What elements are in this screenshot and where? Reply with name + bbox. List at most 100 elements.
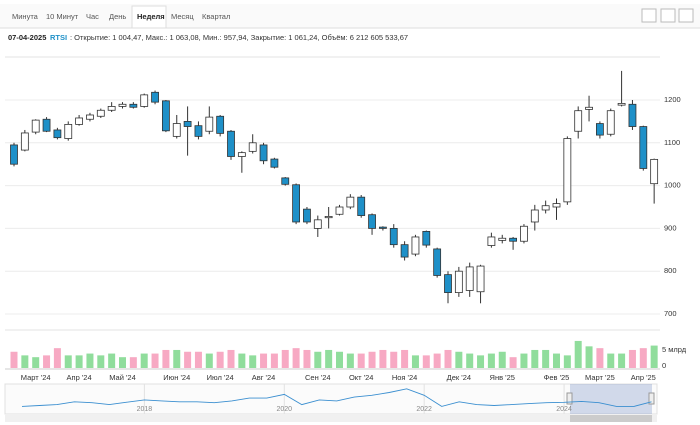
nav-tick-label: 2018	[137, 406, 153, 413]
volume-bar	[53, 348, 61, 368]
volume-bar	[64, 355, 72, 368]
x-tick-label: Дек '24	[447, 373, 471, 382]
candle-body	[303, 208, 311, 223]
candle-body	[520, 225, 528, 242]
scrollbar[interactable]	[5, 415, 657, 422]
y-tick-label: 900	[664, 223, 677, 232]
nav-tick-label: 2020	[276, 406, 292, 413]
volume-bar	[390, 351, 398, 368]
volume-bar	[270, 353, 278, 368]
candle-body	[86, 114, 94, 120]
candle-body	[324, 216, 333, 219]
candle-body	[530, 209, 539, 223]
candle-body	[476, 265, 485, 293]
candle-body	[639, 126, 648, 169]
candle-body	[183, 121, 192, 127]
info-date: 07-04-2025	[8, 33, 46, 42]
x-tick-label: Авг '24	[252, 373, 276, 382]
volume-bar	[303, 349, 311, 368]
navigator-selection[interactable]	[570, 384, 652, 414]
tab[interactable]: День	[109, 12, 126, 21]
y-tick-label: 5 млрд	[662, 345, 687, 354]
candle-body	[237, 152, 246, 157]
navigator	[4, 383, 658, 415]
x-tick-label: Апр '24	[67, 373, 92, 382]
candle-body	[368, 214, 376, 229]
volume-bar	[151, 353, 159, 368]
x-tick-label: Окт '24	[349, 373, 374, 382]
active-tab[interactable]	[131, 5, 167, 29]
nav-tick-label: 2022	[416, 406, 432, 413]
navigator-handle[interactable]	[566, 392, 573, 405]
x-tick-label: Сен '24	[305, 373, 331, 382]
candle-body	[389, 227, 398, 246]
tab[interactable]: 10 Минут	[46, 12, 79, 21]
volume-bar	[628, 349, 636, 368]
candle-body	[107, 106, 116, 111]
candle-body	[574, 110, 583, 132]
candle-body	[357, 196, 366, 216]
volume-bar	[249, 355, 257, 368]
y-tick-label: 0	[662, 361, 666, 370]
volume-bar	[194, 351, 202, 368]
tab[interactable]: Квартал	[202, 12, 230, 21]
candle-body	[552, 203, 561, 208]
candle-body	[465, 266, 474, 291]
volume-bar	[422, 355, 430, 368]
volume-bar	[325, 349, 333, 368]
volume-bar	[32, 357, 40, 368]
volume-bar	[618, 353, 626, 368]
candle-body	[10, 144, 18, 165]
volume-bar	[520, 353, 528, 368]
candle-body	[585, 106, 593, 110]
icon[interactable]	[660, 8, 676, 23]
candle-body	[650, 158, 659, 185]
scrollbar-thumb[interactable]	[570, 415, 652, 422]
candle-body	[20, 132, 29, 151]
nav-tick-label: 2024	[556, 406, 572, 413]
candle-body	[227, 130, 235, 157]
volume-bar	[509, 357, 517, 368]
candle-body	[487, 236, 496, 246]
x-tick-label: Июн '24	[163, 373, 190, 382]
volume-bar	[607, 353, 615, 368]
volume-bar	[477, 355, 485, 368]
tab[interactable]: Час	[86, 12, 99, 21]
candle-body	[42, 118, 51, 132]
candle-body	[129, 103, 138, 108]
candle-body	[617, 103, 626, 106]
candle-body	[541, 205, 550, 211]
candle-body	[433, 248, 442, 276]
volume-bar	[444, 349, 452, 368]
candle-body	[161, 100, 170, 132]
tab[interactable]: Минута	[12, 12, 39, 21]
candle-body	[498, 237, 507, 241]
volume-bar	[585, 346, 593, 368]
navigator-handle[interactable]	[648, 392, 655, 405]
candle-body	[411, 236, 420, 255]
candle-body	[118, 103, 127, 107]
volume-bar	[542, 349, 550, 368]
candle-body	[378, 226, 387, 229]
candle-body	[596, 123, 604, 136]
volume-bar	[411, 355, 419, 368]
candle-body	[31, 119, 40, 133]
candle-body	[75, 117, 83, 125]
toolbar-icons	[641, 8, 694, 23]
candle-body	[628, 103, 637, 127]
candle-body	[53, 129, 62, 139]
volume-bar	[596, 348, 604, 368]
candle-body	[194, 125, 203, 137]
candle-body	[205, 116, 214, 132]
candle-body	[64, 123, 73, 139]
info-text: : Открытие: 1 004,47, Макс.: 1 063,08, М…	[70, 33, 408, 42]
volume-bar	[281, 349, 289, 368]
candle-body	[454, 270, 463, 294]
icon[interactable]	[678, 8, 694, 23]
volume-bar	[498, 351, 506, 368]
icon[interactable]	[641, 8, 657, 23]
tab[interactable]: Месяц	[171, 12, 194, 21]
volume-bar	[466, 353, 474, 368]
tab[interactable]: Неделя	[137, 12, 165, 21]
volume-bar	[227, 349, 235, 368]
